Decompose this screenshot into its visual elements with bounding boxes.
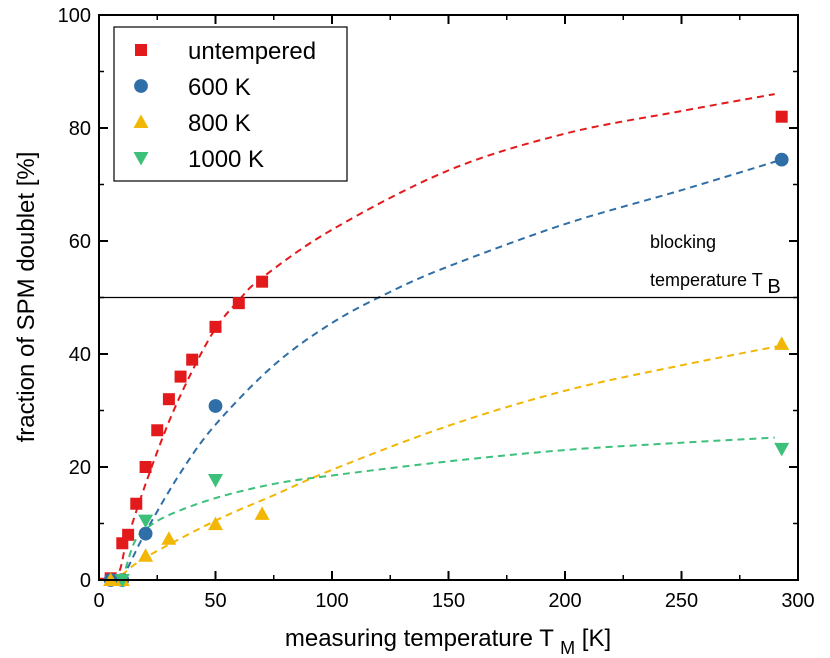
data-point-untempered (256, 275, 269, 288)
data-point-untempered (122, 528, 135, 541)
data-point-untempered (130, 497, 143, 510)
data-point-untempered (775, 110, 788, 123)
data-point-800-k (774, 336, 790, 350)
y-axis-title: fraction of SPM doublet [%] (13, 152, 40, 443)
y-tick-label: 0 (80, 570, 91, 592)
data-point-1000-k (774, 442, 790, 457)
legend-marker-600-k (134, 79, 148, 93)
x-axis-ticks: 0 50 100 150 200 250 300 (93, 15, 815, 612)
legend-label-800-k: 800 K (188, 110, 251, 137)
y-tick-label: 100 (58, 5, 91, 27)
x-tick-label: 150 (432, 590, 465, 612)
data-point-untempered (209, 320, 222, 333)
legend-marker-untempered (135, 44, 147, 56)
fit-curve-800-k (110, 344, 782, 580)
legend: untempered 600 K 800 K 1000 K (113, 26, 348, 182)
annotation-line2: temperature T B (650, 270, 781, 298)
x-tick-label: 100 (315, 590, 348, 612)
legend-label-600-k: 600 K (188, 74, 251, 101)
data-point-1000-k (208, 473, 223, 488)
data-markers (103, 110, 790, 588)
data-point-800-k (161, 531, 177, 545)
data-point-untempered (232, 297, 245, 310)
fit-curve-1000-k (121, 436, 775, 580)
legend-label-untempered: untempered (188, 38, 316, 65)
legend-marker-800-k (133, 114, 149, 128)
data-point-untempered (139, 461, 152, 473)
data-point-600-k (774, 152, 789, 167)
data-point-untempered (162, 393, 175, 406)
data-point-untempered (151, 424, 164, 437)
y-tick-label: 40 (69, 344, 91, 366)
y-tick-label: 20 (69, 457, 91, 479)
x-tick-label: 250 (665, 590, 698, 612)
data-point-untempered (174, 370, 187, 383)
data-point-800-k (138, 548, 154, 562)
x-axis-title: measuring temperature T M [K] (285, 625, 611, 658)
y-tick-label: 60 (69, 231, 91, 253)
data-point-800-k (254, 506, 270, 520)
blocking-annotation: blocking temperature T B (650, 232, 781, 298)
x-tick-label: 300 (781, 590, 814, 612)
data-point-1000-k (138, 514, 154, 529)
y-tick-label: 80 (69, 118, 91, 140)
legend-box (113, 26, 348, 182)
data-point-800-k (208, 516, 223, 531)
annotation-line1: blocking (650, 232, 716, 252)
data-point-600-k (208, 399, 223, 413)
annotation-subscript: B (767, 276, 780, 298)
legend-label-1000-k: 1000 K (188, 146, 264, 173)
x-axis-title-unit: [K] (582, 625, 611, 652)
annotation-line2-text: temperature T (650, 270, 763, 290)
legend-marker-1000-k (133, 152, 149, 166)
fit-curve-600-k (110, 158, 782, 580)
x-tick-label: 50 (204, 590, 226, 612)
data-point-600-k (138, 526, 153, 541)
data-point-untempered (186, 353, 199, 366)
x-tick-label: 200 (548, 590, 581, 612)
x-axis-title-subscript: M (560, 638, 575, 658)
y-axis-ticks: 0 20 40 60 80 100 (58, 5, 798, 592)
x-tick-label: 0 (93, 590, 104, 612)
